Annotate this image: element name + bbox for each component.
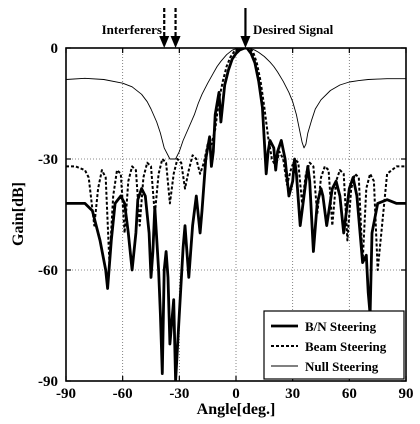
legend-label-null: Null Steering [305, 359, 379, 374]
y-tick-label: -60 [38, 263, 58, 279]
x-tick-label: 90 [399, 386, 414, 402]
y-axis-title: Gain[dB] [10, 182, 27, 246]
series-line-b-n-steering [66, 48, 406, 381]
x-tick-label: 60 [342, 386, 357, 402]
interferer-arrow-head [170, 36, 181, 48]
tick-layer: -90 -60 -30 0 30 60 90 0 -30 -60 -90 [38, 41, 414, 402]
x-tick-label: 0 [232, 386, 240, 402]
desired-signal-arrow-head [240, 36, 251, 48]
annotations: Interferers Desired Signal [102, 8, 334, 48]
x-tick-label: -30 [169, 386, 189, 402]
interferers-label: Interferers [102, 22, 162, 37]
interferer-arrow-head [159, 36, 170, 48]
desired-signal-label: Desired Signal [253, 22, 334, 37]
x-tick-label: 30 [285, 386, 300, 402]
y-tick-label: -90 [38, 374, 58, 390]
x-axis-title: Angle[deg.] [197, 401, 276, 418]
x-tick-label: -90 [56, 386, 76, 402]
series-line-null-steering [66, 48, 406, 160]
y-tick-label: 0 [51, 41, 59, 57]
series-line-beam-steering [66, 48, 406, 271]
y-tick-label: -30 [38, 152, 58, 168]
x-tick-label: -60 [113, 386, 133, 402]
legend-label-bn: B/N Steering [305, 319, 377, 334]
legend: B/N Steering Beam Steering Null Steering [263, 310, 405, 380]
legend-label-beam: Beam Steering [305, 339, 387, 354]
